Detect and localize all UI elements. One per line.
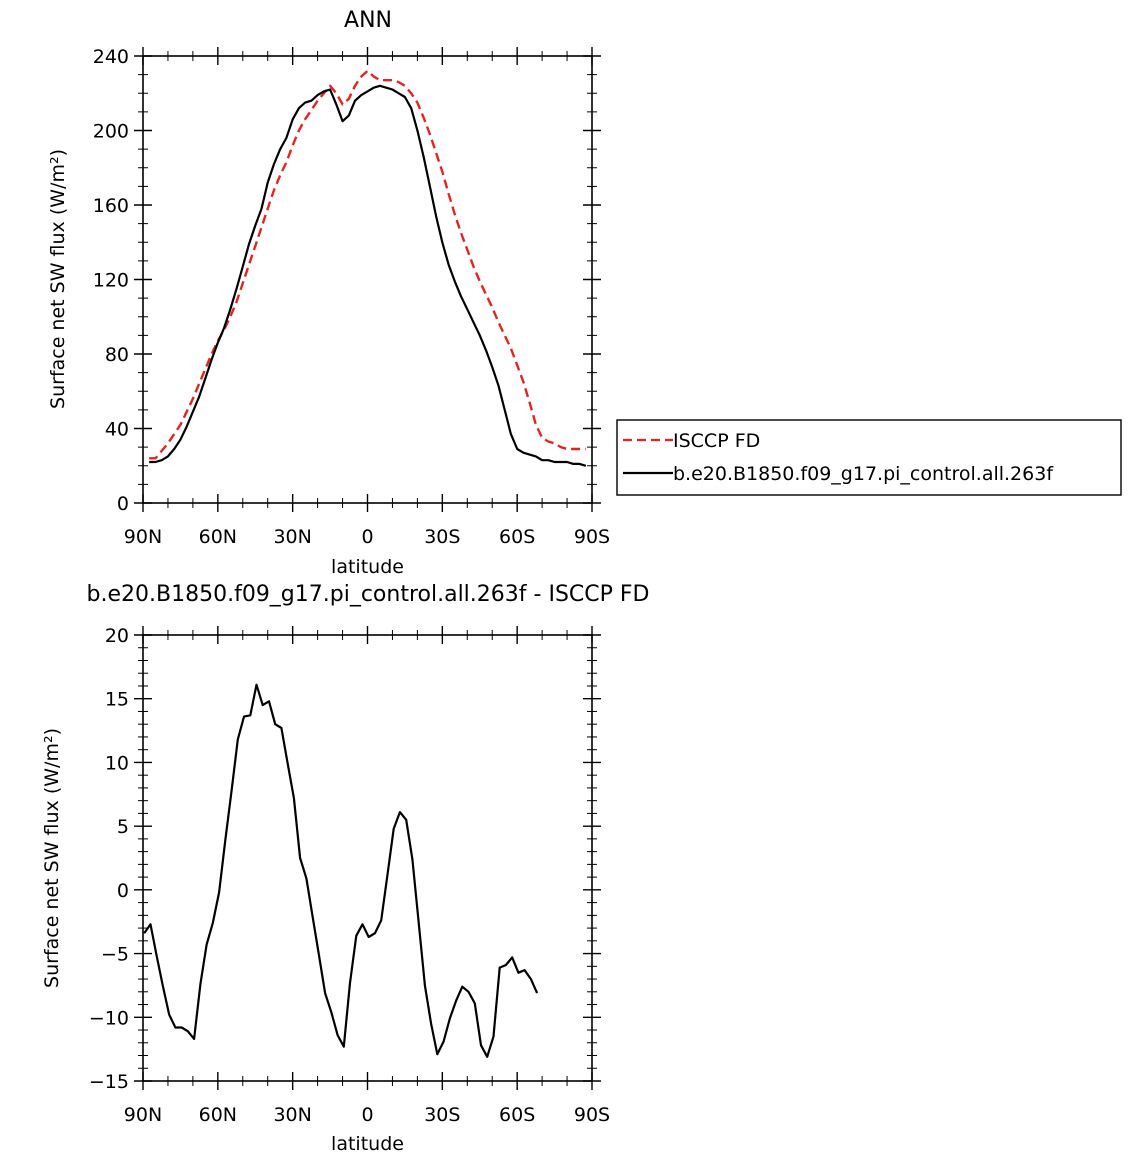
plot-title: ANN <box>344 8 392 33</box>
y-tick-label: 0 <box>117 880 129 902</box>
series-line-1 <box>149 69 586 460</box>
x-tick-label: 90N <box>124 526 162 548</box>
y-tick-label: 10 <box>105 752 129 774</box>
x-tick-label: 30N <box>273 1104 311 1126</box>
y-tick-label: 200 <box>93 121 129 143</box>
plot-frame <box>142 55 593 504</box>
x-tick-label: 0 <box>361 1104 373 1126</box>
x-tick-label: 60N <box>199 1104 237 1126</box>
y-tick-label: 240 <box>93 46 129 68</box>
y-tick-label: 15 <box>105 689 129 711</box>
y-tick-label: −5 <box>101 944 129 966</box>
x-tick-label: 60N <box>199 526 237 548</box>
legend-box <box>616 419 1122 496</box>
x-tick-label: 90S <box>574 1104 610 1126</box>
y-tick-label: 0 <box>117 493 129 515</box>
x-tick-label: 30S <box>424 526 460 548</box>
y-tick-label: 40 <box>105 419 129 441</box>
x-tick-label: 60S <box>499 526 535 548</box>
y-tick-label: −10 <box>89 1007 129 1029</box>
x-tick-label: 90N <box>124 1104 162 1126</box>
plot-2: b.e20.B1850.f09_g17.pi_control.all.263f … <box>41 582 649 1155</box>
y-tick-label: 120 <box>93 270 129 292</box>
legend-label-1: ISCCP FD <box>673 430 760 452</box>
legend-label-2: b.e20.B1850.f09_g17.pi_control.all.263f <box>673 463 1054 485</box>
x-tick-label: 30S <box>424 1104 460 1126</box>
x-tick-label: 60S <box>499 1104 535 1126</box>
y-tick-label: 20 <box>105 625 129 647</box>
y-axis-label: Surface net SW flux (W/m²) <box>47 149 69 409</box>
legend: ISCCP FD b.e20.B1850.f09_g17.pi_control.a… <box>616 419 1122 496</box>
x-tick-label: 30N <box>273 526 311 548</box>
plot-title: b.e20.B1850.f09_g17.pi_control.all.263f … <box>87 582 650 607</box>
y-tick-label: 5 <box>117 816 129 838</box>
x-axis-label: latitude <box>331 1133 404 1155</box>
series-line-1 <box>143 683 539 1058</box>
x-tick-label: 90S <box>574 526 610 548</box>
plot-frame <box>142 634 593 1082</box>
y-tick-label: 80 <box>105 344 129 366</box>
x-axis-label: latitude <box>331 556 404 578</box>
series-line-2 <box>149 84 587 467</box>
plot-1: ANN 0 40 80 120 160 200 240 90N 60N 30N 0 30S 60S 90S l… <box>47 8 1122 578</box>
y-tick-label: −15 <box>89 1071 129 1093</box>
x-tick-label: 0 <box>361 526 373 548</box>
y-tick-label: 160 <box>93 195 129 217</box>
y-axis-label: Surface net SW flux (W/m²) <box>41 728 63 988</box>
